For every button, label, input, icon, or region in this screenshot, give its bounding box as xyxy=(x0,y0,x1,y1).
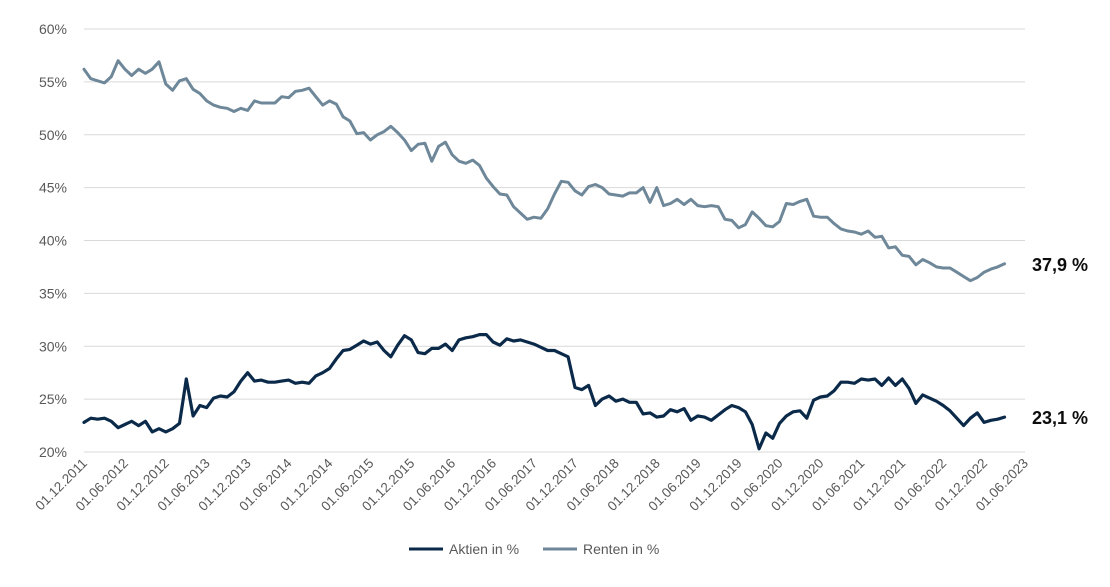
y-tick-label: 30% xyxy=(39,338,67,354)
y-tick-label: 35% xyxy=(39,285,67,301)
y-tick-label: 50% xyxy=(39,127,67,143)
legend-label: Aktien in % xyxy=(449,541,519,557)
legend-label: Renten in % xyxy=(583,541,659,557)
gridlines xyxy=(84,28,1025,453)
y-tick-label: 25% xyxy=(39,391,67,407)
x-axis-ticks: 01.12.201101.06.201201.12.201201.06.2013… xyxy=(32,455,1031,514)
series-line-renten xyxy=(82,59,1006,283)
y-axis-ticks: 60% 55% 50% 45% 40% 35% 30% 25% 20% xyxy=(39,21,67,460)
end-labels: 23,1 % 37,9 % xyxy=(1032,255,1088,428)
y-tick-label: 40% xyxy=(39,233,67,249)
end-label-aktien: 23,1 % xyxy=(1032,408,1088,428)
end-label-renten: 37,9 % xyxy=(1032,255,1088,275)
y-tick-label: 20% xyxy=(39,444,67,460)
series-lines xyxy=(82,59,1007,451)
y-tick-label: 60% xyxy=(39,21,67,37)
series-line-aktien xyxy=(82,333,1007,451)
y-tick-label: 55% xyxy=(39,74,67,90)
y-tick-label: 45% xyxy=(39,180,67,196)
legend: Aktien in % Renten in % xyxy=(409,541,659,557)
